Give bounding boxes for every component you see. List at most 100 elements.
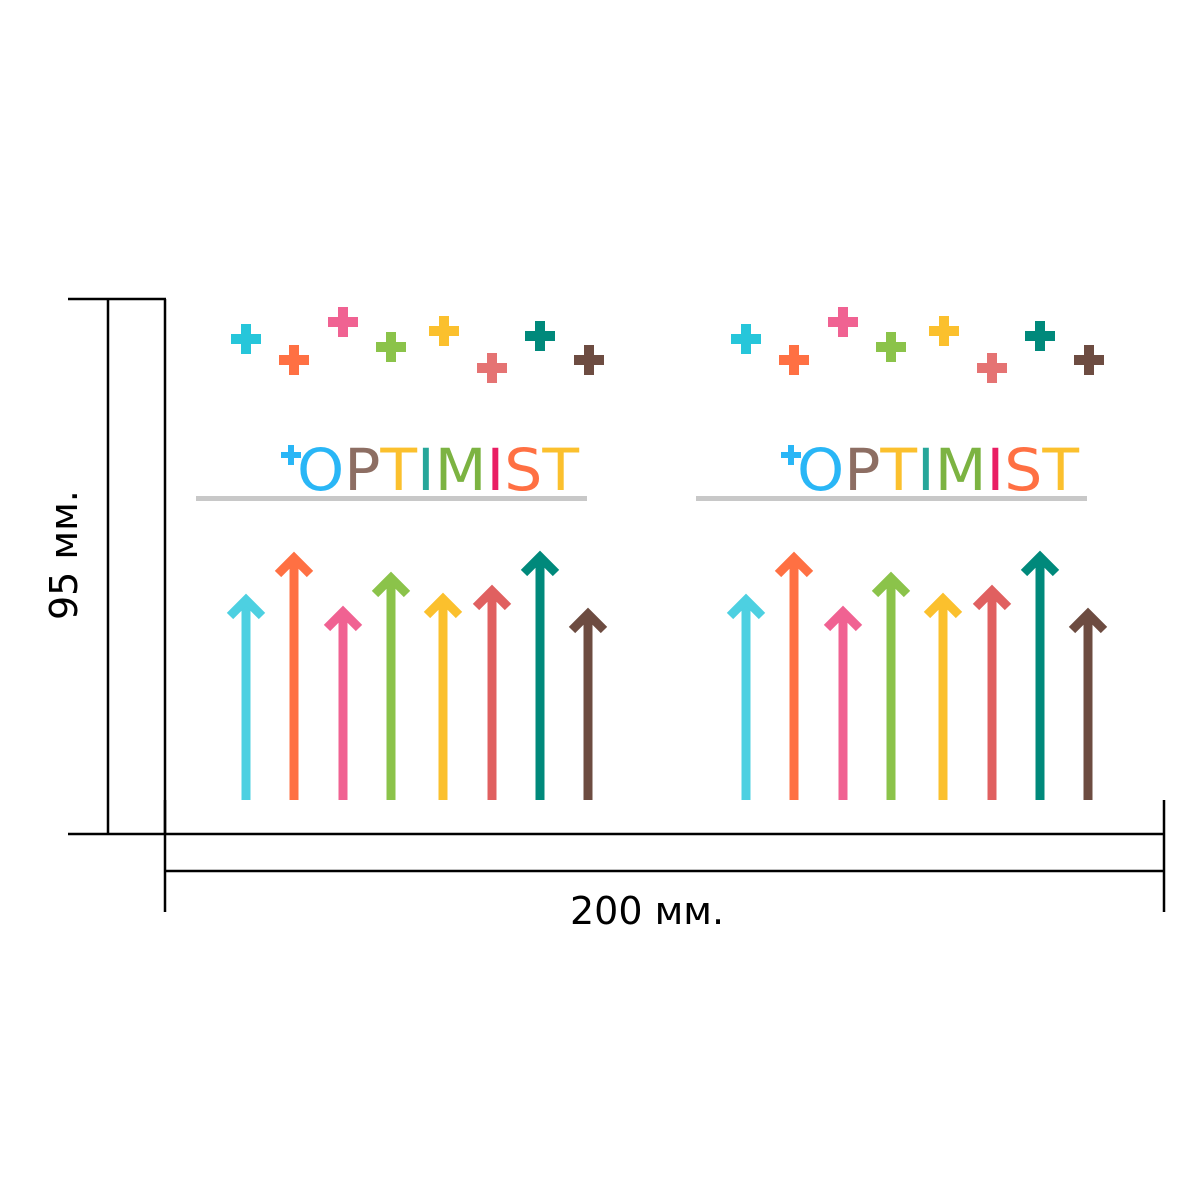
logo-letter: T <box>541 436 579 504</box>
arrows <box>726 550 1108 800</box>
arrow-head <box>823 605 863 632</box>
arrow-icon <box>371 571 411 800</box>
plus-icon <box>828 307 858 337</box>
logo-plus-bar-v <box>788 445 794 465</box>
plus-icon <box>279 345 309 375</box>
logo-letter: S <box>504 436 542 504</box>
plus-bar-v <box>789 345 799 375</box>
arrow-icon <box>520 550 560 800</box>
optimist-logo: OPTIMIST <box>696 436 1087 504</box>
arrow-head <box>972 584 1012 611</box>
arrow-head <box>274 551 314 578</box>
arrow-head <box>923 592 963 619</box>
plus-icon <box>779 345 809 375</box>
arrow-icon <box>1020 550 1060 800</box>
arrow-head <box>323 605 363 632</box>
plus-signs <box>231 307 604 383</box>
arrow-icon <box>274 551 314 800</box>
logo-letter: T <box>879 436 917 504</box>
arrow-head <box>1020 550 1060 577</box>
sticker-panel: OPTIMIST <box>696 307 1108 800</box>
plus-bar-v <box>838 307 848 337</box>
plus-bar-v <box>386 332 396 362</box>
plus-bar-v <box>584 345 594 375</box>
logo-letter: P <box>344 436 380 504</box>
width-label: 200 мм. <box>570 889 725 933</box>
arrow-icon <box>472 584 512 800</box>
plus-bar-v <box>535 321 545 351</box>
plus-signs <box>731 307 1104 383</box>
arrow-head <box>423 592 463 619</box>
plus-bar-v <box>1035 321 1045 351</box>
plus-icon <box>231 324 261 354</box>
plus-bar-v <box>939 316 949 346</box>
plus-icon <box>477 353 507 383</box>
logo-letter: S <box>1004 436 1042 504</box>
plus-icon <box>929 316 959 346</box>
optimist-logo: OPTIMIST <box>196 436 587 504</box>
plus-bar-v <box>289 345 299 375</box>
arrow-icon <box>568 607 608 800</box>
logo-letter: I <box>987 436 1005 504</box>
plus-icon <box>328 307 358 337</box>
width-dimension <box>163 800 1166 912</box>
arrow-head <box>726 593 766 620</box>
arrow-icon <box>972 584 1012 800</box>
plus-icon <box>429 316 459 346</box>
arrow-head <box>520 550 560 577</box>
height-label: 95 мм. <box>42 490 86 620</box>
logo-letter: P <box>844 436 880 504</box>
plus-bar-v <box>241 324 251 354</box>
plus-bar-v <box>987 353 997 383</box>
plus-bar-v <box>487 353 497 383</box>
arrow-icon <box>323 605 363 800</box>
arrow-head <box>472 584 512 611</box>
arrow-head <box>1068 607 1108 634</box>
logo-letter: T <box>379 436 417 504</box>
plus-icon <box>525 321 555 351</box>
arrow-icon <box>823 605 863 800</box>
height-dimension <box>68 297 167 836</box>
plus-icon <box>1025 321 1055 351</box>
plus-icon <box>977 353 1007 383</box>
logo-letter: M <box>435 436 487 504</box>
plus-icon <box>731 324 761 354</box>
logo-letter: M <box>935 436 987 504</box>
sticker-panels: OPTIMIST OPTIMIST <box>196 307 1108 800</box>
plus-bar-v <box>741 324 751 354</box>
logo-underline <box>196 496 587 501</box>
logo-text: OPTIMIST <box>797 436 1080 504</box>
arrow-icon <box>871 571 911 800</box>
arrow-head <box>871 571 911 598</box>
plus-bar-v <box>439 316 449 346</box>
plus-icon <box>876 332 906 362</box>
arrow-icon <box>423 592 463 800</box>
arrow-icon <box>726 593 766 800</box>
logo-letter: O <box>797 436 844 504</box>
logo-plus-icon <box>281 445 301 465</box>
plus-icon <box>574 345 604 375</box>
arrow-head <box>774 551 814 578</box>
plus-bar-v <box>338 307 348 337</box>
arrow-head <box>371 571 411 598</box>
sticker-panel: OPTIMIST <box>196 307 608 800</box>
arrow-head <box>568 607 608 634</box>
arrow-icon <box>774 551 814 800</box>
logo-plus-icon <box>781 445 801 465</box>
arrow-icon <box>226 593 266 800</box>
arrow-icon <box>923 592 963 800</box>
arrows <box>226 550 608 800</box>
logo-letter: I <box>487 436 505 504</box>
arrow-head <box>226 593 266 620</box>
arrow-icon <box>1068 607 1108 800</box>
logo-underline <box>696 496 1087 501</box>
plus-bar-v <box>886 332 896 362</box>
logo-plus-bar-v <box>288 445 294 465</box>
plus-bar-v <box>1084 345 1094 375</box>
logo-letter: I <box>917 436 935 504</box>
logo-letter: I <box>417 436 435 504</box>
logo-letter: O <box>297 436 344 504</box>
plus-icon <box>376 332 406 362</box>
